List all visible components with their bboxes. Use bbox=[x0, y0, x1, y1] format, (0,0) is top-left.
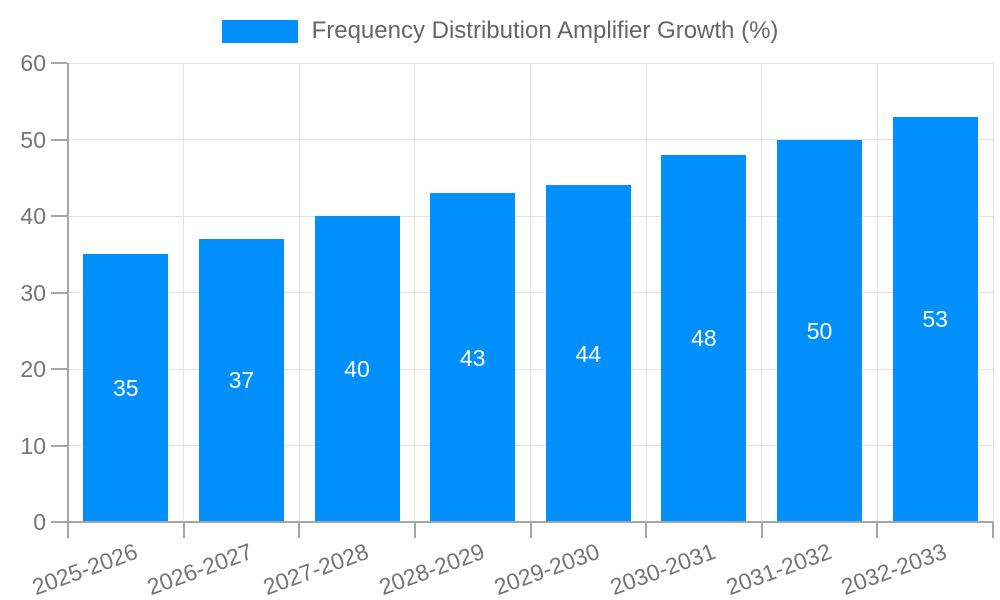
x-axis-tick bbox=[992, 522, 994, 538]
bar[interactable] bbox=[430, 193, 516, 522]
legend-swatch-icon bbox=[221, 19, 298, 43]
x-axis-tick bbox=[298, 522, 301, 538]
y-tick-label: 20 bbox=[20, 356, 46, 382]
bar[interactable] bbox=[777, 139, 863, 522]
x-axis-tick bbox=[529, 522, 532, 538]
x-tick-label: 2026-2027 bbox=[144, 538, 257, 600]
v-gridline bbox=[876, 63, 878, 522]
v-gridline bbox=[992, 63, 994, 522]
plot-area: 0 10 20 30 40 50 60 35 2025-2026 37 2026-2027 40 202… bbox=[20, 50, 994, 600]
y-axis-tick bbox=[51, 444, 67, 447]
h-gridline bbox=[68, 62, 993, 64]
bar[interactable] bbox=[892, 116, 978, 522]
y-axis-tick bbox=[51, 521, 67, 523]
x-tick-label: 2027-2028 bbox=[259, 538, 372, 600]
bar[interactable] bbox=[83, 254, 169, 522]
x-tick-label: 2028-2029 bbox=[375, 538, 488, 600]
y-axis-tick bbox=[51, 368, 67, 370]
legend-item[interactable]: Frequency Distribution Amplifier Growth … bbox=[0, 18, 1000, 44]
bar[interactable] bbox=[545, 185, 631, 522]
bar[interactable] bbox=[198, 238, 284, 522]
v-gridline bbox=[530, 63, 531, 522]
y-tick-label: 50 bbox=[20, 126, 46, 153]
x-axis-tick bbox=[876, 522, 879, 538]
x-axis-tick bbox=[760, 522, 763, 538]
x-axis-tick bbox=[413, 522, 416, 538]
bar[interactable] bbox=[314, 216, 400, 522]
y-axis-tick bbox=[51, 138, 67, 141]
x-axis-line bbox=[67, 521, 993, 523]
x-tick-label: 2032-2033 bbox=[837, 538, 951, 600]
x-axis-tick bbox=[67, 522, 69, 538]
x-tick-label: 2029-2030 bbox=[490, 538, 604, 600]
y-tick-label: 40 bbox=[20, 203, 46, 229]
v-gridline bbox=[298, 63, 300, 522]
x-tick-label: 2031-2032 bbox=[722, 538, 835, 600]
y-tick-label: 30 bbox=[20, 279, 46, 306]
y-tick-label: 10 bbox=[20, 432, 46, 459]
y-axis-tick bbox=[51, 62, 67, 64]
v-gridline bbox=[414, 63, 416, 522]
x-axis-tick bbox=[645, 522, 648, 538]
v-gridline bbox=[761, 63, 763, 522]
legend-label: Frequency Distribution Amplifier Growth … bbox=[311, 17, 779, 44]
bar[interactable] bbox=[661, 154, 747, 522]
y-axis-tick bbox=[51, 291, 67, 294]
v-gridline bbox=[183, 63, 185, 522]
x-axis-tick bbox=[182, 522, 185, 538]
y-axis-line bbox=[67, 63, 69, 522]
y-axis-tick bbox=[51, 215, 67, 217]
x-tick-label: 2030-2031 bbox=[606, 538, 719, 600]
y-tick-label: 0 bbox=[33, 509, 46, 535]
y-tick-label: 60 bbox=[20, 50, 46, 76]
x-tick-label: 2025-2026 bbox=[28, 538, 141, 600]
v-gridline bbox=[645, 63, 647, 522]
